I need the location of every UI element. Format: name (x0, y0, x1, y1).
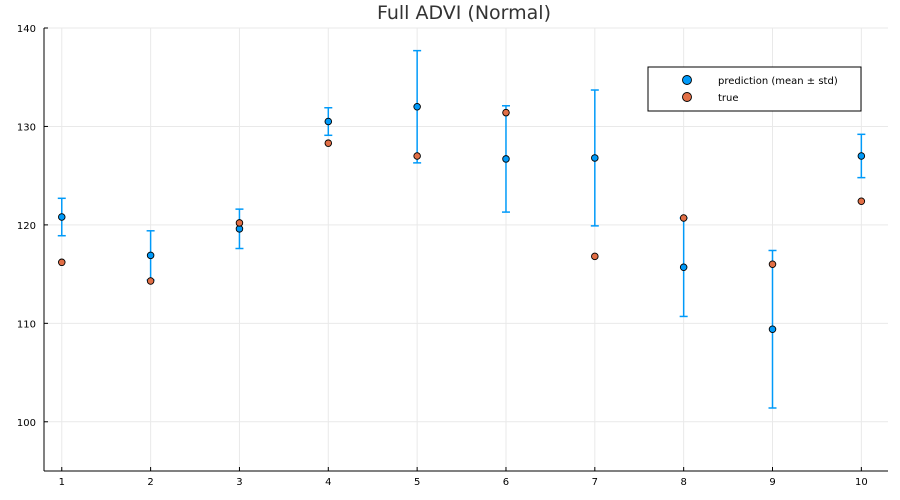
x-tick-label: 5 (414, 477, 420, 488)
y-tick-label: 140 (17, 24, 36, 35)
prediction-point (502, 155, 510, 163)
legend-label-true: true (718, 93, 739, 104)
prediction-point (324, 117, 333, 126)
x-tick-label: 6 (503, 477, 509, 488)
true-point (146, 277, 155, 285)
legend-marker-prediction (682, 75, 692, 85)
prediction-point (58, 213, 66, 221)
legend-box (647, 66, 862, 112)
x-tick-label: 9 (769, 477, 775, 488)
legend-label-prediction: prediction (mean ± std) (718, 76, 838, 87)
x-tick-label: 3 (236, 477, 242, 488)
true-point (324, 139, 333, 147)
axes (43, 28, 888, 472)
x-tick-label: 10 (855, 477, 868, 488)
prediction-point (146, 251, 155, 260)
true-point (591, 252, 599, 261)
true-point (502, 108, 510, 117)
true-point (679, 214, 688, 222)
y-axis-ticks: 100 110 120 130 140 (17, 24, 48, 429)
y-tick-label: 100 (17, 418, 36, 429)
prediction-point (591, 154, 599, 162)
x-tick-label: 2 (147, 477, 153, 488)
x-axis-ticks: 1 2 3 4 5 6 7 8 9 10 (59, 467, 868, 488)
legend: prediction (mean ± std) true (647, 66, 862, 112)
true-point (235, 219, 244, 227)
data-points (58, 103, 866, 333)
prediction-point (413, 103, 421, 111)
prediction-point (768, 325, 777, 333)
true-point (413, 152, 421, 160)
true-point (857, 197, 866, 206)
true-point (768, 260, 777, 269)
legend-marker-true (682, 92, 692, 102)
chart-title: Full ADVI (Normal) (377, 2, 551, 24)
grid-lines (44, 27, 888, 471)
y-tick-label: 110 (17, 319, 36, 330)
true-point (58, 258, 66, 267)
x-tick-label: 1 (59, 477, 65, 488)
prediction-point (679, 263, 688, 271)
x-tick-label: 4 (325, 477, 331, 488)
prediction-point (857, 152, 866, 160)
y-tick-label: 130 (17, 122, 36, 133)
y-tick-label: 120 (17, 221, 36, 232)
x-tick-label: 7 (592, 477, 598, 488)
x-tick-label: 8 (680, 477, 686, 488)
